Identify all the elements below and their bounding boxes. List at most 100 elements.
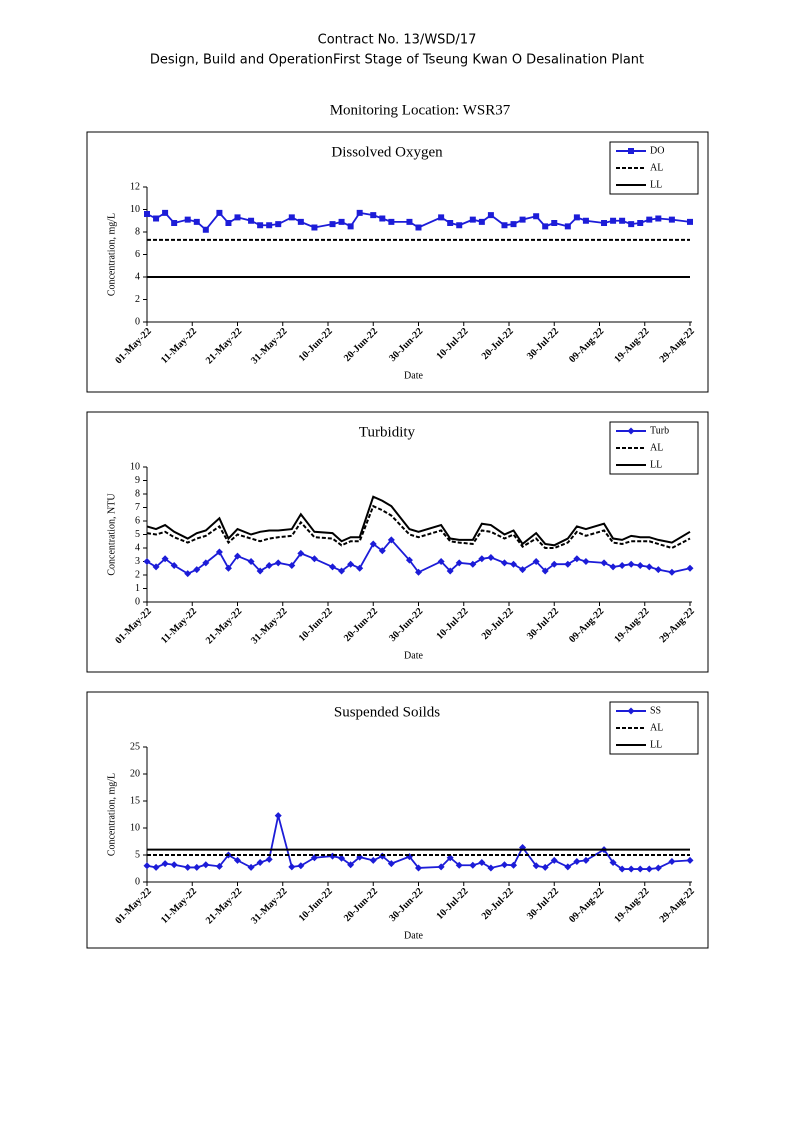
y-tick-label: 6 xyxy=(135,249,140,260)
marker xyxy=(500,861,508,869)
y-tick-label: 5 xyxy=(135,849,140,860)
x-tick-label: 29-Aug-22 xyxy=(658,326,697,365)
marker xyxy=(184,216,191,223)
marker xyxy=(152,863,160,871)
marker xyxy=(265,855,273,863)
marker xyxy=(542,223,549,230)
marker xyxy=(161,860,169,868)
marker xyxy=(573,214,580,221)
series-line xyxy=(146,504,691,550)
marker xyxy=(266,222,273,229)
marker xyxy=(687,218,693,225)
marker xyxy=(143,862,151,870)
marker xyxy=(288,562,296,570)
marker xyxy=(609,563,617,571)
x-tick-label: 01-May-22 xyxy=(113,886,153,926)
marker xyxy=(619,217,626,224)
marker xyxy=(519,216,526,223)
marker xyxy=(247,863,255,871)
marker xyxy=(257,222,264,229)
marker xyxy=(405,556,413,564)
marker xyxy=(564,223,571,230)
legend-label: AL xyxy=(650,722,663,733)
marker xyxy=(446,567,454,575)
x-tick-label: 29-Aug-22 xyxy=(658,606,697,645)
marker xyxy=(288,863,296,871)
x-tick-label: 10-Jul-22 xyxy=(434,886,470,922)
marker xyxy=(437,863,445,871)
marker xyxy=(215,548,223,556)
marker xyxy=(654,864,662,872)
x-tick-label: 29-Aug-22 xyxy=(658,886,697,925)
x-tick-label: 10-Jun-22 xyxy=(297,886,335,924)
marker xyxy=(686,564,694,572)
marker xyxy=(510,560,518,568)
marker xyxy=(234,856,241,864)
marker xyxy=(487,212,494,219)
marker xyxy=(510,861,518,869)
chart-title: Dissolved Oxygen xyxy=(331,144,443,160)
marker xyxy=(234,552,241,560)
marker xyxy=(170,861,178,869)
marker xyxy=(310,555,318,563)
x-tick-label: 20-Jul-22 xyxy=(480,886,516,922)
y-tick-label: 15 xyxy=(130,795,140,806)
x-tick-label: 19-Aug-22 xyxy=(612,606,651,645)
x-tick-label: 21-May-22 xyxy=(204,886,244,926)
marker xyxy=(216,209,223,216)
marker xyxy=(564,863,572,871)
x-tick-label: 09-Aug-22 xyxy=(567,886,606,925)
marker xyxy=(265,562,273,570)
marker xyxy=(193,863,201,871)
marker xyxy=(469,560,477,568)
marker xyxy=(297,549,305,557)
y-tick-label: 10 xyxy=(130,461,140,472)
x-tick-label: 09-Aug-22 xyxy=(567,606,606,645)
marker xyxy=(582,558,590,565)
x-tick-label: 30-Jun-22 xyxy=(387,326,425,364)
x-tick-label: 11-May-22 xyxy=(159,606,199,646)
marker xyxy=(645,865,653,873)
marker xyxy=(564,560,572,568)
marker xyxy=(668,216,675,223)
marker xyxy=(369,540,377,548)
y-tick-label: 4 xyxy=(135,542,140,553)
marker xyxy=(202,861,210,869)
marker xyxy=(415,864,422,872)
chart-frame xyxy=(86,691,709,949)
y-axis-label: Concentration, mg/L xyxy=(106,773,117,856)
marker xyxy=(610,217,617,224)
legend-label: LL xyxy=(650,459,662,470)
marker xyxy=(225,220,232,226)
marker xyxy=(184,863,192,871)
marker xyxy=(152,563,160,571)
y-tick-label: 6 xyxy=(135,515,140,526)
marker xyxy=(347,861,355,869)
x-tick-label: 30-Jul-22 xyxy=(525,326,561,362)
y-tick-label: 8 xyxy=(135,226,140,237)
marker xyxy=(356,209,363,216)
marker xyxy=(406,218,413,225)
marker xyxy=(582,217,589,224)
marker xyxy=(329,563,337,571)
x-tick-label: 10-Jul-22 xyxy=(434,606,470,642)
marker xyxy=(618,562,626,570)
x-tick-label: 11-May-22 xyxy=(159,886,199,926)
marker xyxy=(248,217,255,224)
marker xyxy=(370,212,377,219)
x-tick-label: 20-Jul-22 xyxy=(480,326,516,362)
legend-label: LL xyxy=(650,179,662,190)
marker xyxy=(686,856,694,864)
chart-frame xyxy=(86,131,709,393)
location: Monitoring Location: WSR37 xyxy=(330,102,511,118)
y-axis-label: Concentration, mg/L xyxy=(106,213,117,296)
marker xyxy=(297,218,304,225)
marker xyxy=(153,215,160,222)
marker xyxy=(478,859,486,867)
marker xyxy=(256,567,264,575)
marker xyxy=(501,222,508,229)
x-tick-label: 20-Jul-22 xyxy=(480,606,516,642)
marker xyxy=(655,215,662,222)
marker xyxy=(573,857,581,865)
marker xyxy=(184,570,192,578)
